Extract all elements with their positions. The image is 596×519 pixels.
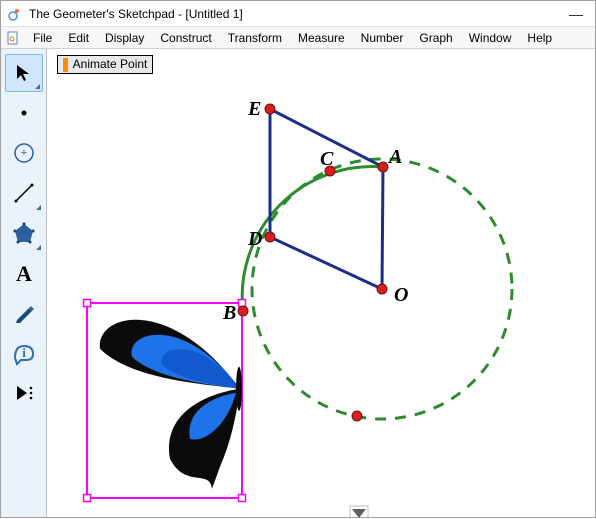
sketch-canvas[interactable]: Animate Point EACDOB (47, 49, 595, 517)
document-icon (5, 30, 21, 46)
menu-help[interactable]: Help (519, 29, 560, 47)
svg-text:C: C (320, 148, 334, 170)
window-title: The Geometer's Sketchpad - [Untitled 1] (29, 7, 563, 21)
marker-tool[interactable] (5, 294, 43, 332)
point-tool[interactable] (5, 94, 43, 132)
svg-text:D: D (247, 228, 262, 250)
tool-submenu-icon (36, 205, 41, 210)
circle-tool[interactable]: + (5, 134, 43, 172)
app-icon (7, 6, 23, 22)
arrow-tool[interactable] (5, 54, 43, 92)
svg-text:A: A (387, 146, 402, 168)
minimize-button[interactable]: — (563, 6, 589, 22)
svg-text:B: B (222, 302, 236, 324)
svg-text:i: i (22, 345, 26, 360)
menu-measure[interactable]: Measure (290, 29, 353, 47)
workspace: + A i Animate Point EACDOB (1, 49, 595, 517)
sketch-svg: E A C D O B (47, 49, 596, 519)
menu-bar: File Edit Display Construct Transform Me… (1, 27, 595, 49)
tool-submenu-icon (35, 84, 40, 89)
menu-window[interactable]: Window (461, 29, 520, 47)
info-tool[interactable]: i (5, 334, 43, 372)
svg-text:A: A (16, 261, 32, 285)
menu-file[interactable]: File (25, 29, 60, 47)
tool-submenu-icon (36, 245, 41, 250)
title-bar: The Geometer's Sketchpad - [Untitled 1] … (1, 1, 595, 27)
menu-graph[interactable]: Graph (411, 29, 460, 47)
line-tool[interactable] (5, 174, 43, 212)
menu-display[interactable]: Display (97, 29, 152, 47)
custom-tool[interactable] (5, 374, 43, 412)
svg-text:E: E (247, 98, 261, 120)
tool-palette: + A i (1, 49, 47, 517)
text-tool[interactable]: A (5, 254, 43, 292)
menu-construct[interactable]: Construct (152, 29, 219, 47)
menu-number[interactable]: Number (353, 29, 412, 47)
menu-transform[interactable]: Transform (220, 29, 290, 47)
menu-edit[interactable]: Edit (60, 29, 97, 47)
svg-text:+: + (20, 147, 26, 159)
svg-text:O: O (394, 284, 408, 306)
polygon-tool[interactable] (5, 214, 43, 252)
